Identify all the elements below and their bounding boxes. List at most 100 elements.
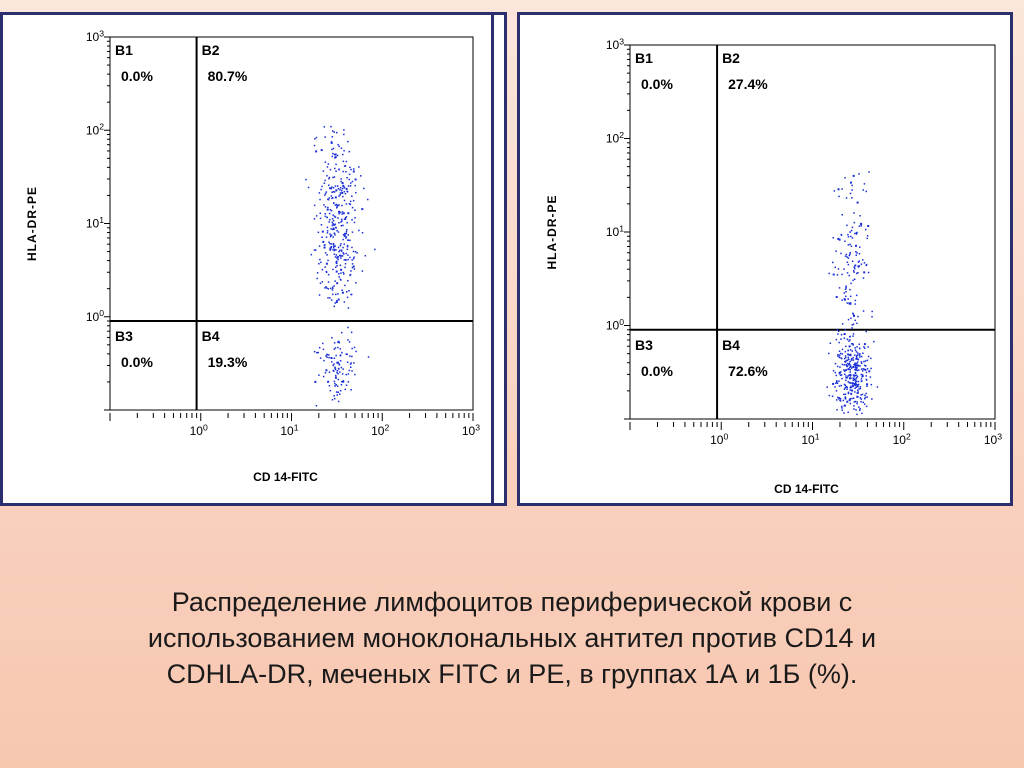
data-point <box>862 375 864 377</box>
data-point <box>335 260 338 263</box>
data-point <box>327 163 330 165</box>
data-point <box>313 249 316 251</box>
data-point <box>332 228 334 230</box>
data-point <box>859 387 862 390</box>
data-point <box>326 216 328 219</box>
data-point <box>333 224 335 226</box>
data-point <box>345 252 347 255</box>
data-point <box>328 176 331 179</box>
data-point <box>332 293 334 296</box>
data-point <box>855 362 858 365</box>
data-point <box>317 231 320 234</box>
quadrant-name-b3: B3 <box>635 337 653 353</box>
data-point <box>346 353 348 356</box>
data-point <box>334 223 336 225</box>
plot-frame <box>629 44 996 420</box>
data-point <box>347 239 349 241</box>
data-point <box>856 401 858 403</box>
data-point <box>856 201 859 204</box>
data-point <box>335 374 337 377</box>
data-point <box>849 386 851 389</box>
data-point <box>855 384 858 386</box>
data-point <box>858 406 860 408</box>
data-point <box>858 369 860 371</box>
data-point <box>852 343 854 345</box>
data-point <box>847 381 849 383</box>
data-point <box>844 329 847 331</box>
data-point <box>828 352 830 355</box>
data-point <box>345 353 347 355</box>
data-point <box>855 254 857 256</box>
data-point <box>855 409 857 411</box>
data-point <box>330 245 333 248</box>
x-tick-label: 101 <box>280 422 298 438</box>
data-point <box>844 398 847 400</box>
data-point <box>333 232 336 235</box>
data-point <box>318 346 321 349</box>
x-tick-label: 101 <box>801 431 819 447</box>
data-point <box>342 195 344 198</box>
data-point <box>865 190 867 193</box>
data-point <box>844 350 847 353</box>
data-point <box>328 177 330 180</box>
quadrant-value-b3: 0.0% <box>641 363 673 379</box>
data-point <box>854 374 857 377</box>
data-point <box>338 276 340 278</box>
data-point <box>857 380 860 383</box>
data-point <box>313 204 316 207</box>
data-point <box>861 374 864 376</box>
data-point <box>346 228 348 231</box>
data-point <box>849 366 852 368</box>
data-point <box>338 213 340 215</box>
data-point <box>349 273 352 276</box>
data-point <box>856 364 859 366</box>
data-point <box>847 356 849 359</box>
data-point <box>864 347 866 349</box>
data-point <box>847 349 849 352</box>
data-point <box>858 225 861 227</box>
data-point <box>845 360 847 362</box>
data-point <box>847 236 850 238</box>
data-point <box>845 285 847 287</box>
data-point <box>852 382 855 385</box>
data-point <box>851 350 853 352</box>
data-point <box>347 373 350 375</box>
data-point <box>864 397 866 400</box>
data-point <box>854 347 856 349</box>
data-point <box>340 178 342 180</box>
data-point <box>843 268 845 270</box>
data-point <box>838 238 841 241</box>
data-point <box>858 354 861 357</box>
data-point <box>330 141 333 143</box>
data-point <box>848 382 851 384</box>
data-point <box>338 363 340 365</box>
data-point <box>307 186 310 189</box>
data-point <box>343 243 345 245</box>
data-point <box>342 368 344 370</box>
data-point <box>856 396 858 398</box>
y-tick-label: 100 <box>86 308 104 324</box>
data-point <box>828 272 830 275</box>
data-point <box>334 204 337 206</box>
data-point <box>852 335 854 337</box>
data-point <box>851 260 854 262</box>
data-point <box>331 361 333 363</box>
data-point <box>347 326 349 329</box>
y-tick-label: 103 <box>86 28 104 44</box>
data-point <box>331 221 333 224</box>
data-point <box>857 389 859 391</box>
data-point <box>334 367 336 370</box>
data-point <box>328 354 330 356</box>
data-point <box>328 385 331 387</box>
data-point <box>339 186 342 189</box>
data-point <box>844 396 847 398</box>
data-point <box>841 214 843 216</box>
data-point <box>321 230 324 233</box>
data-point <box>868 171 870 173</box>
data-point <box>859 356 861 358</box>
data-point <box>853 314 855 317</box>
data-point <box>326 354 329 356</box>
data-point <box>865 228 867 231</box>
data-point <box>851 197 853 199</box>
data-point <box>344 193 347 195</box>
